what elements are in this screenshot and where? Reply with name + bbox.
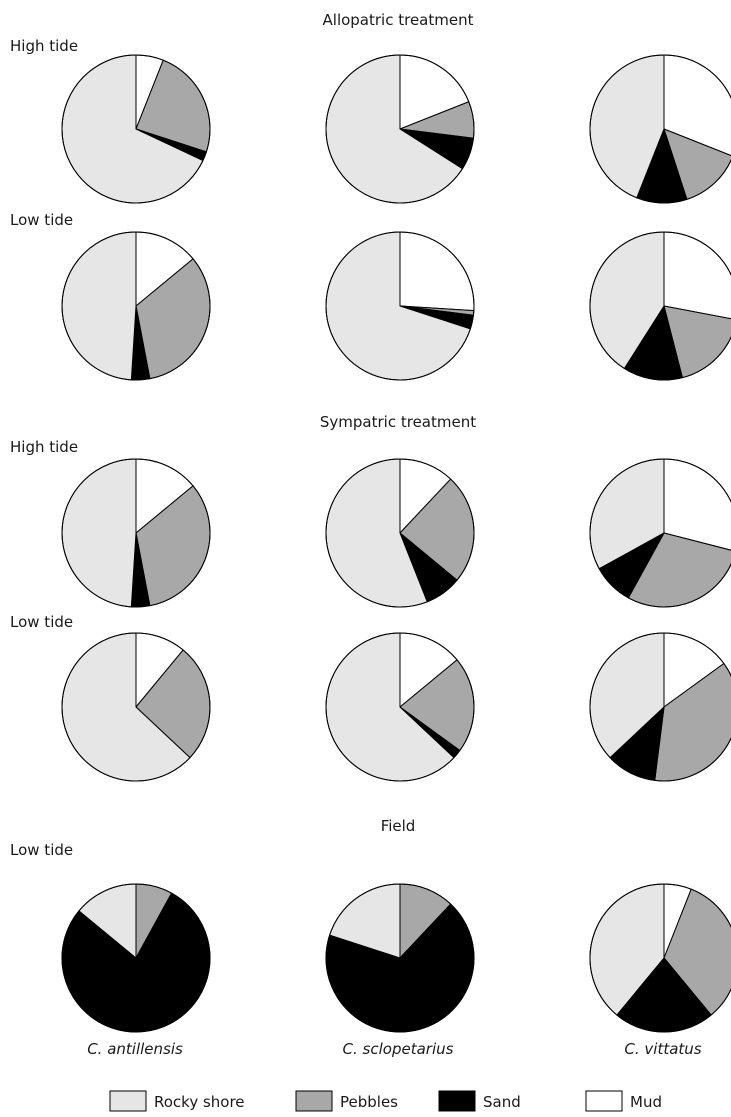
pie-outline bbox=[61, 54, 211, 204]
pie-slice-mud bbox=[663, 231, 731, 320]
pie-field-row1-sclopetarius bbox=[325, 883, 475, 1033]
legend-swatch-mud bbox=[585, 1090, 623, 1112]
pie-allopatric-row1-vittatus bbox=[589, 54, 731, 204]
row-label-field-low-tide: Low tide bbox=[10, 841, 73, 859]
row-label-allopatric-low-tide: Low tide bbox=[10, 211, 73, 229]
pie-allopatric-row2-sclopetarius bbox=[325, 231, 475, 381]
pie-slice-rocky-shore bbox=[61, 231, 137, 381]
legend-label-sand: Sand bbox=[483, 1093, 521, 1111]
row-label-sympatric-low-tide: Low tide bbox=[10, 613, 73, 631]
pie-outline bbox=[61, 458, 211, 608]
legend-label-rocky-shore: Rocky shore bbox=[154, 1093, 245, 1111]
pie-outline bbox=[61, 632, 211, 782]
pie-sympatric-row2-antillensis bbox=[61, 632, 211, 782]
species-label-vittatus: C. vittatus bbox=[624, 1040, 701, 1058]
pie-outline bbox=[325, 458, 475, 608]
legend-label-pebbles: Pebbles bbox=[340, 1093, 398, 1111]
section-title-allopatric: Allopatric treatment bbox=[323, 11, 474, 29]
legend-swatch-rocky-shore bbox=[109, 1090, 147, 1112]
row-label-sympatric-high-tide: High tide bbox=[10, 438, 78, 456]
legend-label-mud: Mud bbox=[630, 1093, 662, 1111]
pie-outline bbox=[589, 883, 731, 1033]
section-title-sympatric: Sympatric treatment bbox=[320, 413, 476, 431]
pie-slice-mud bbox=[399, 231, 475, 312]
pie-outline bbox=[589, 458, 731, 608]
legend-swatch-sand bbox=[438, 1090, 476, 1112]
legend-swatch-pebbles bbox=[295, 1090, 333, 1112]
pie-sympatric-row2-vittatus bbox=[589, 632, 731, 782]
pie-outline bbox=[589, 231, 731, 381]
pie-field-row1-vittatus bbox=[589, 883, 731, 1033]
pie-sympatric-row1-antillensis bbox=[61, 458, 211, 608]
pie-allopatric-row1-sclopetarius bbox=[325, 54, 475, 204]
pie-sympatric-row2-sclopetarius bbox=[325, 632, 475, 782]
pie-outline bbox=[61, 231, 211, 381]
row-label-allopatric-high-tide: High tide bbox=[10, 37, 78, 55]
pie-allopatric-row2-antillensis bbox=[61, 231, 211, 381]
pie-outline bbox=[325, 632, 475, 782]
pie-allopatric-row1-antillensis bbox=[61, 54, 211, 204]
section-title-field: Field bbox=[381, 817, 416, 835]
pie-allopatric-row2-vittatus bbox=[589, 231, 731, 381]
legend: Rocky shore Pebbles Sand Mud bbox=[109, 1090, 662, 1112]
pie-sympatric-row1-vittatus bbox=[589, 458, 731, 608]
pie-outline bbox=[61, 883, 211, 1033]
pie-outline bbox=[325, 231, 475, 381]
species-label-antillensis: C. antillensis bbox=[87, 1040, 183, 1058]
species-label-sclopetarius: C. sclopetarius bbox=[343, 1040, 454, 1058]
pie-outline bbox=[325, 883, 475, 1033]
pie-sympatric-row1-sclopetarius bbox=[325, 458, 475, 608]
pie-outline bbox=[589, 54, 731, 204]
pie-field-row1-antillensis bbox=[61, 883, 211, 1033]
pie-slice-rocky-shore bbox=[61, 458, 137, 608]
pie-outline bbox=[325, 54, 475, 204]
pie-outline bbox=[589, 632, 731, 782]
